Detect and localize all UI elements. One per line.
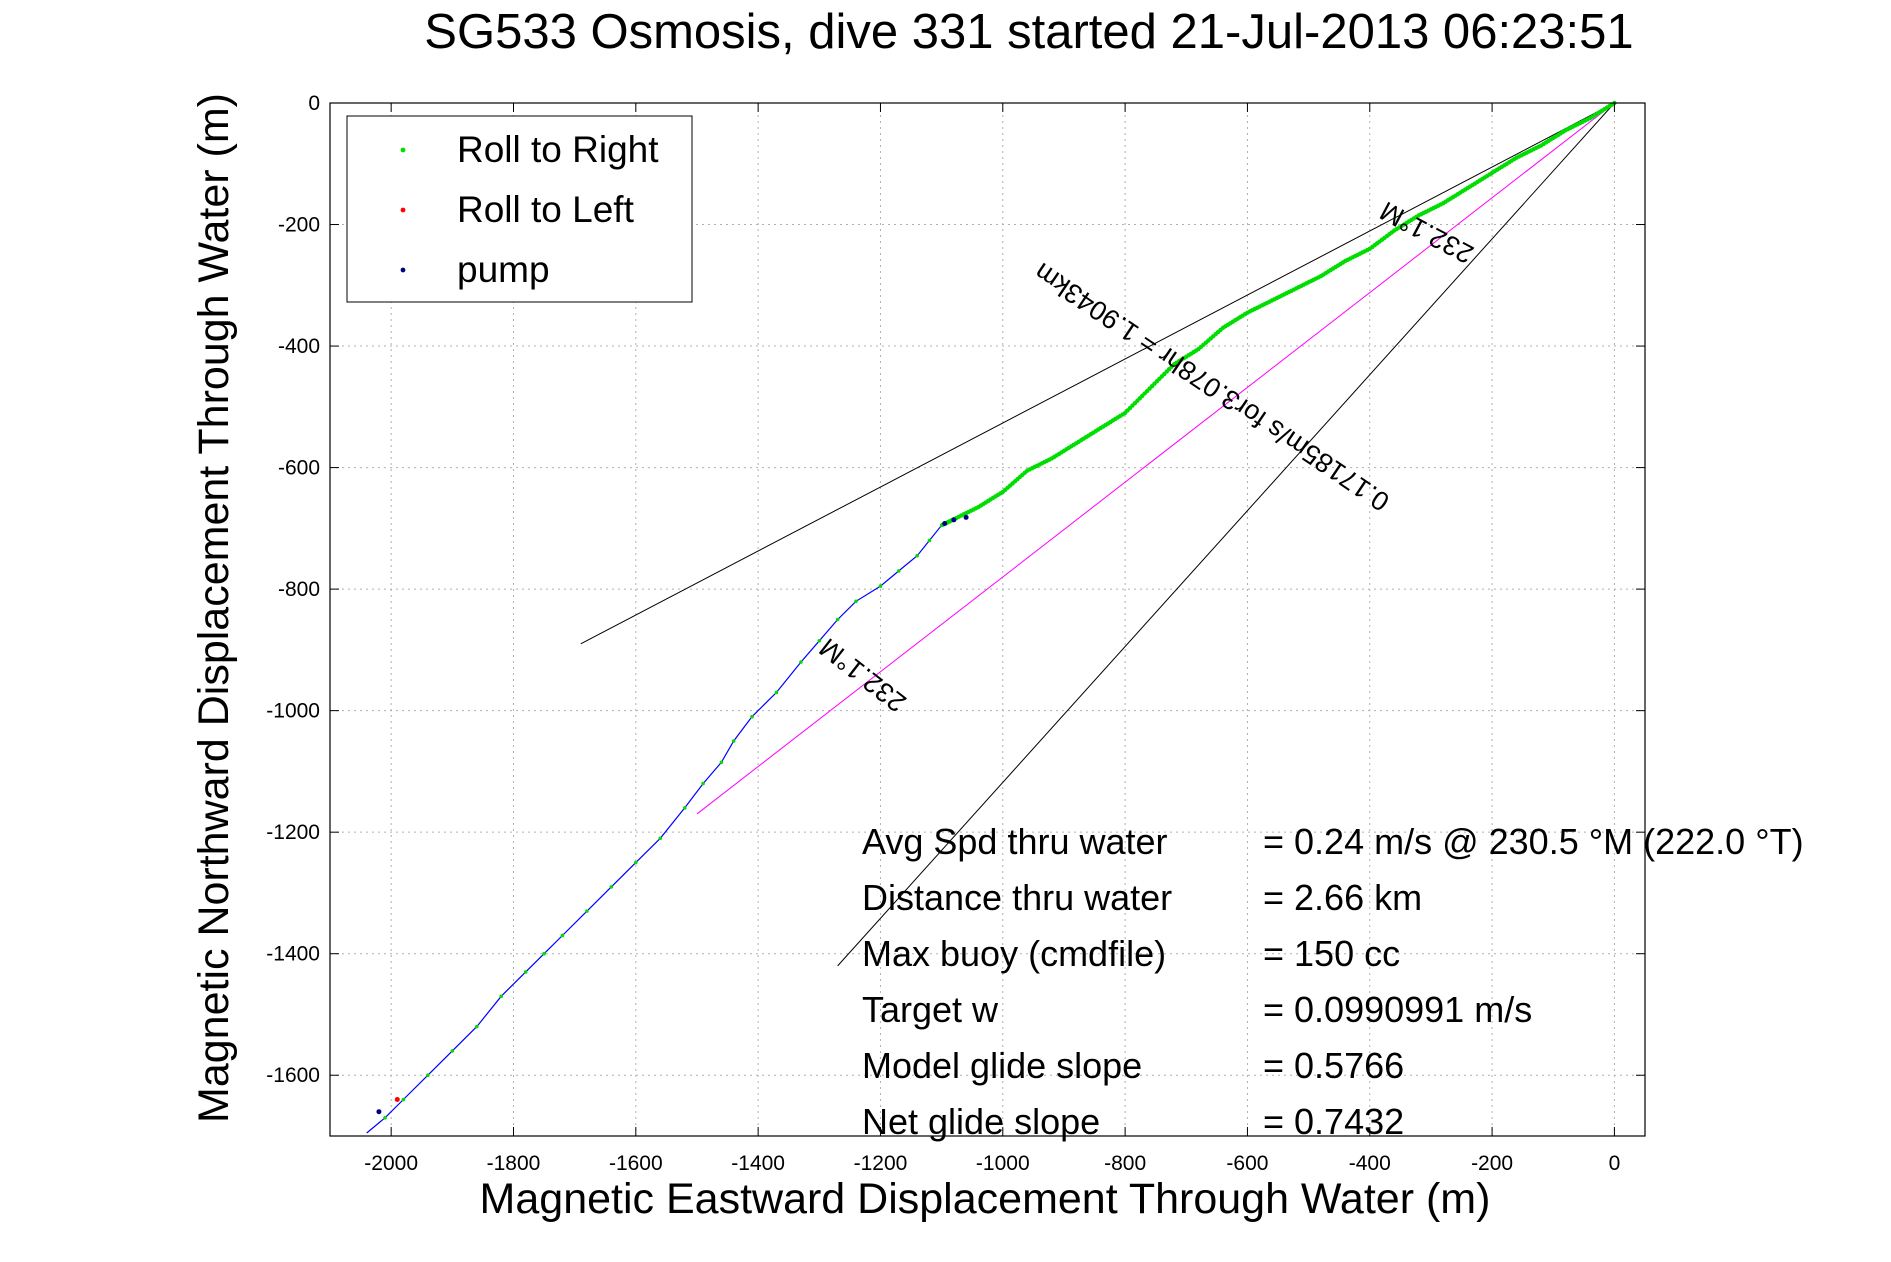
x-axis-label: Magnetic Eastward Displacement Through W…	[480, 1175, 1491, 1223]
stat-label: Avg Spd thru water	[862, 821, 1168, 862]
legend-marker	[400, 147, 406, 153]
roll-right-point	[750, 714, 754, 719]
roll-right-point	[634, 860, 638, 865]
roll-right-point	[835, 617, 840, 622]
stat-value: = 150 cc	[1263, 933, 1400, 974]
roll-right-point	[585, 909, 589, 913]
roll-right-point	[523, 970, 528, 974]
y-tick-label: -600	[278, 457, 320, 480]
legend-label: Roll to Left	[457, 189, 635, 230]
y-axis-label: Magnetic Northward Displacement Through …	[190, 93, 238, 1123]
roll-right-point	[499, 994, 504, 999]
roll-right-point	[701, 781, 705, 786]
y-tick-label: -1600	[266, 1064, 320, 1087]
pump-point	[951, 517, 957, 523]
stats-block: Avg Spd thru water = 0.24 m/s @ 230.5 °M …	[862, 821, 1804, 1142]
legend-label: Roll to Right	[457, 129, 659, 170]
stat-value: = 2.66 km	[1263, 877, 1422, 918]
chart-title: SG533 Osmosis, dive 331 started 21-Jul-2…	[424, 5, 1633, 59]
pump-point	[963, 514, 969, 520]
stat-value: = 0.0990991 m/s	[1263, 989, 1532, 1030]
y-tick-label: -200	[278, 214, 320, 237]
stat-label: Max buoy (cmdfile)	[862, 933, 1166, 974]
roll-right-point	[450, 1049, 455, 1053]
x-tick-label: -800	[1104, 1152, 1146, 1175]
y-tick-label: -800	[278, 578, 320, 601]
roll-right-point	[719, 760, 724, 765]
roll-right-point	[401, 1097, 406, 1102]
roll-right-point	[878, 584, 883, 588]
y-tick-label: 0	[308, 92, 320, 115]
legend-marker	[400, 207, 406, 213]
roll-right-point	[799, 660, 803, 664]
legend-marker	[400, 267, 406, 273]
axis-ticks: -2000 -1800 -1600 -1400 -1200 -1000 -800 -600 -4…	[266, 92, 1645, 1175]
lower-bound-line	[837, 102, 1615, 967]
y-tick-label: -1000	[266, 700, 320, 723]
roll-right-point	[731, 739, 736, 743]
stat-label: Target w	[862, 989, 999, 1030]
pump-point	[942, 520, 948, 526]
stat-label: Distance thru water	[862, 877, 1172, 918]
roll-right-point	[817, 638, 822, 643]
current-vector-line	[696, 102, 1615, 815]
roll-right-point	[774, 690, 779, 695]
roll-right-point	[474, 1024, 479, 1029]
stat-label: Model glide slope	[862, 1045, 1142, 1086]
roll-left-point	[394, 1097, 400, 1103]
legend: Roll to Right Roll to Left pump	[346, 115, 693, 303]
roll-right-point	[560, 933, 565, 938]
x-tick-label: -1200	[854, 1152, 908, 1175]
roll-right-point	[658, 836, 663, 841]
x-tick-label: -1600	[609, 1152, 663, 1175]
grid	[330, 102, 1645, 1136]
y-tick-label: -400	[278, 335, 320, 358]
legend-label: pump	[457, 249, 550, 290]
pump-point	[376, 1109, 382, 1115]
x-tick-label: -400	[1349, 1152, 1391, 1175]
stat-value: = 0.24 m/s @ 230.5 °M (222.0 °T)	[1263, 821, 1804, 862]
stat-label: Net glide slope	[862, 1101, 1100, 1142]
x-tick-label: -200	[1471, 1152, 1513, 1175]
roll-right-point	[682, 806, 687, 810]
roll-right-point	[609, 885, 614, 889]
y-tick-label: -1400	[266, 943, 320, 966]
stat-value: = 0.7432	[1263, 1101, 1404, 1142]
upper-bound-line	[580, 102, 1615, 645]
roll-right-point	[927, 538, 932, 543]
plot-frame	[329, 102, 1646, 1137]
x-tick-label: -1000	[976, 1152, 1030, 1175]
x-tick-label: -1400	[731, 1152, 785, 1175]
roll-right-point	[897, 569, 901, 573]
roll-right-point	[854, 599, 858, 604]
stat-value: = 0.5766	[1263, 1045, 1404, 1086]
x-tick-label: -2000	[364, 1152, 418, 1175]
roll-right-point	[383, 1115, 387, 1120]
x-tick-label: 0	[1609, 1152, 1621, 1175]
roll-right-point	[426, 1073, 430, 1078]
x-tick-label: -1800	[487, 1152, 541, 1175]
x-tick-label: -600	[1226, 1152, 1268, 1175]
y-tick-label: -1200	[266, 821, 320, 844]
roll-right-point	[915, 553, 919, 558]
roll-right-point	[542, 951, 546, 956]
data-series	[366, 100, 1617, 1134]
